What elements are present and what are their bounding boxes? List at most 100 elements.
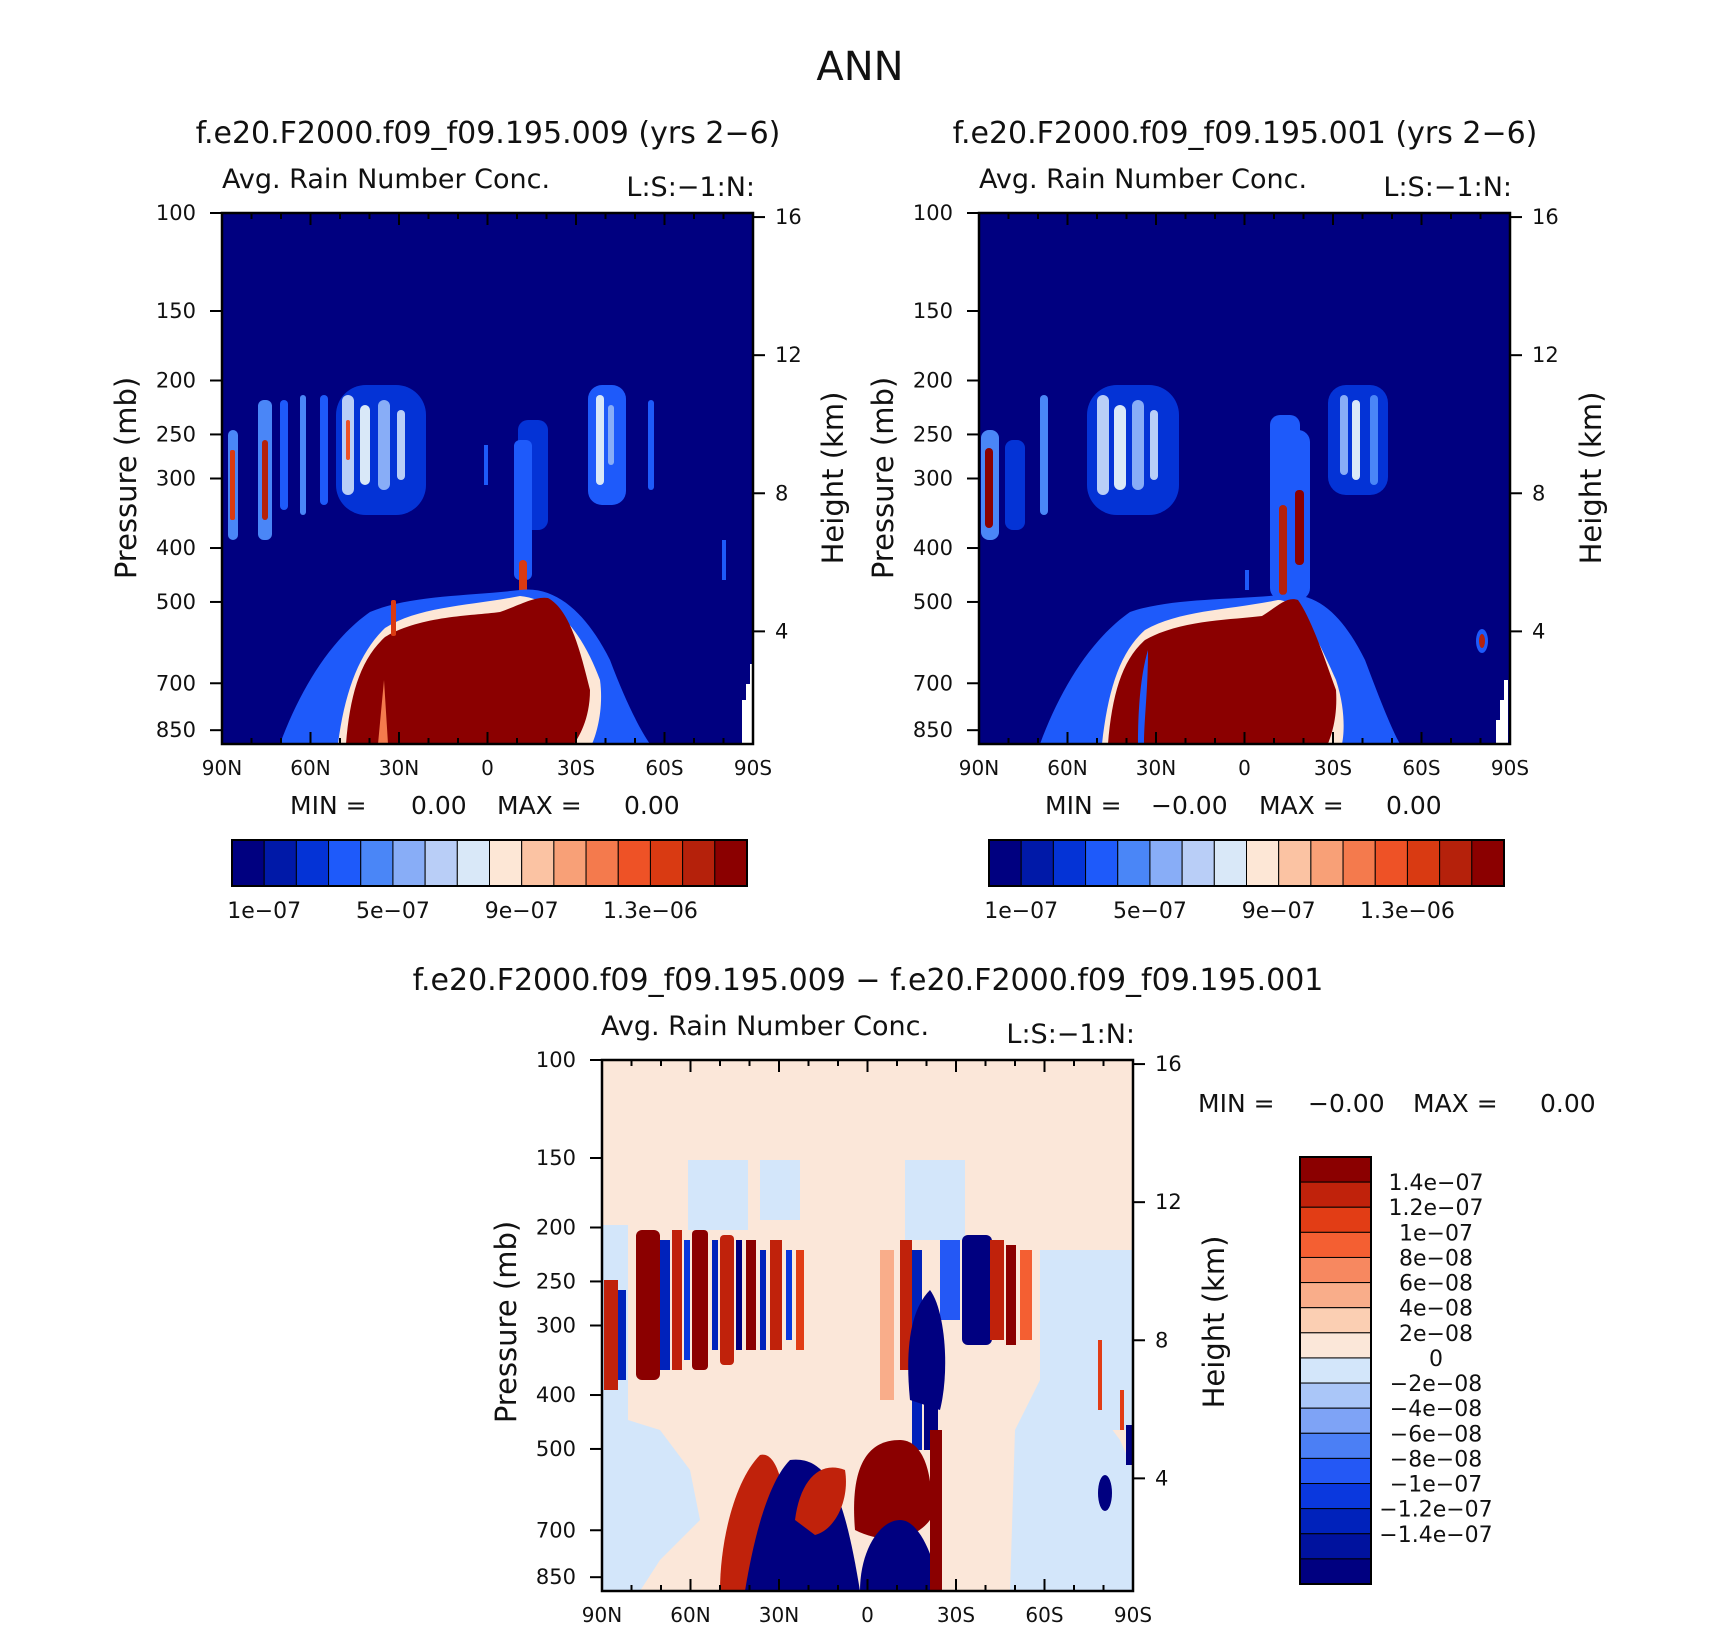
field-patch [1120, 1390, 1124, 1430]
colorbar: 1.4e−071.2e−071e−078e−086e−084e−082e−080… [1299, 1156, 1493, 1585]
colorbar-swatch [1299, 1156, 1372, 1183]
y2-tick-label: 8 [1532, 481, 1545, 505]
max-label: MAX = [497, 791, 582, 820]
y-tick-label: 100 [536, 1048, 576, 1072]
y-tick-label: 850 [536, 1565, 576, 1589]
x-tick-label: 60N [290, 756, 330, 780]
y-tick-label: 400 [913, 536, 953, 560]
y-tick-label: 250 [913, 422, 953, 446]
y-tick-label: 500 [536, 1437, 576, 1461]
colorbar-label: 5e−07 [1113, 899, 1187, 924]
field-patch [760, 1250, 766, 1350]
field-patch [1370, 395, 1378, 485]
colorbar-swatch [649, 839, 684, 887]
y-tick-label: 150 [156, 299, 196, 323]
colorbar-swatch [1117, 839, 1151, 887]
lower-positive [854, 1440, 932, 1539]
min-max-readout: MIN = −0.00 MAX = 0.00 [1198, 1089, 1596, 1118]
lower-rain-core [346, 597, 590, 744]
field-patch [636, 1230, 660, 1380]
y-tick-label: 500 [156, 590, 196, 614]
y-tick-label: 500 [913, 590, 953, 614]
y2-axis-label: Height (km) [816, 392, 850, 565]
colorbar-label: 1e−07 [1399, 1221, 1473, 1246]
y-axis-label: Pressure (mb) [109, 377, 143, 579]
plume [514, 440, 532, 580]
panel-title: f.e20.F2000.f09_f09.195.009 − f.e20.F200… [413, 963, 1324, 998]
colorbar-swatch [295, 839, 330, 887]
colorbar-swatch [392, 839, 426, 887]
max-label: MAX = [1259, 791, 1344, 820]
y-axis-left: 100 150 200 250 300 400 500 700 850 [156, 201, 222, 742]
panel-title: f.e20.F2000.f09_f09.195.001 (yrs 2−6) [953, 116, 1538, 151]
x-tick-label: 30S [557, 756, 595, 780]
field-patch [391, 600, 396, 636]
field-patch [722, 540, 726, 580]
panel-model-001: f.e20.F2000.f09_f09.195.001 (yrs 2−6) Av… [866, 116, 1608, 924]
field-patch [1020, 1250, 1032, 1340]
field-patch [688, 1160, 748, 1230]
field-patch [1126, 1425, 1133, 1465]
field-patch [648, 400, 654, 490]
colorbar-label: −1e−07 [1390, 1473, 1482, 1498]
missing-data [1496, 680, 1508, 744]
upper-rain-streaks [981, 385, 1179, 540]
field-patch [900, 1240, 912, 1370]
colorbar-swatch [328, 839, 362, 887]
colorbar-swatch [1406, 839, 1441, 887]
field-patch [684, 1240, 690, 1360]
colorbar-swatch [553, 839, 587, 887]
field-patch [1040, 395, 1048, 515]
field-patch [1006, 1245, 1016, 1345]
y-axis-label: Pressure (mb) [866, 377, 900, 579]
colorbar-swatch [1085, 839, 1119, 887]
field-patch [1479, 634, 1485, 648]
field-patch [1132, 400, 1144, 490]
y-tick-label: 400 [156, 536, 196, 560]
colorbar-swatch [1310, 839, 1344, 887]
colorbar-swatch [1299, 1307, 1372, 1334]
panel-model-009: f.e20.F2000.f09_f09.195.009 (yrs 2−6) Av… [109, 116, 850, 924]
lower-rain-core [1108, 599, 1337, 744]
field-patch [1245, 570, 1249, 590]
field-patch [596, 395, 604, 485]
panel-subtitle: Avg. Rain Number Conc. [601, 1011, 929, 1042]
x-tick-label: 30N [1136, 756, 1176, 780]
colorbar-swatch [231, 839, 265, 887]
colorbar: 1e−07 5e−07 9e−07 1.3e−06 [227, 839, 748, 924]
field-patch [1114, 405, 1126, 490]
figure-title: ANN [816, 44, 903, 90]
field-patch [1040, 1250, 1133, 1430]
field-patch [397, 410, 405, 480]
field-patch [280, 400, 288, 510]
units-label: L:S:−1:N: [626, 172, 755, 203]
colorbar-swatch [1278, 839, 1312, 887]
field-patch [940, 1240, 960, 1320]
field-patch [618, 1290, 626, 1380]
colorbar-label: 6e−08 [1399, 1272, 1473, 1297]
colorbar-swatch [682, 839, 716, 887]
colorbar-label: 1.3e−06 [603, 899, 698, 924]
field-patch [746, 1240, 756, 1350]
units-label: L:S:−1:N: [1383, 172, 1512, 203]
upper-rain-streaks [228, 385, 488, 540]
field-patch [672, 1230, 682, 1370]
y2-tick-label: 8 [1155, 1328, 1168, 1352]
colorbar-frame [231, 839, 748, 887]
field-patch [602, 1225, 700, 1591]
x-tick-label: 60N [1047, 756, 1087, 780]
colorbar-swatch [1299, 1457, 1372, 1485]
colorbar-swatch [360, 839, 394, 887]
y2-axis-label: Height (km) [1197, 1236, 1231, 1409]
y-tick-label: 850 [156, 718, 196, 742]
y-tick-label: 200 [913, 369, 953, 393]
x-tick-label: 30N [759, 1603, 799, 1627]
x-tick-label: 0 [481, 756, 494, 780]
y-tick-label: 850 [913, 718, 953, 742]
colorbar-swatch [1299, 1382, 1372, 1409]
colorbar-swatch [1299, 1256, 1372, 1284]
field-patch [908, 1290, 946, 1410]
colorbar-swatch [1299, 1558, 1372, 1585]
colorbar-swatch [1299, 1332, 1372, 1359]
